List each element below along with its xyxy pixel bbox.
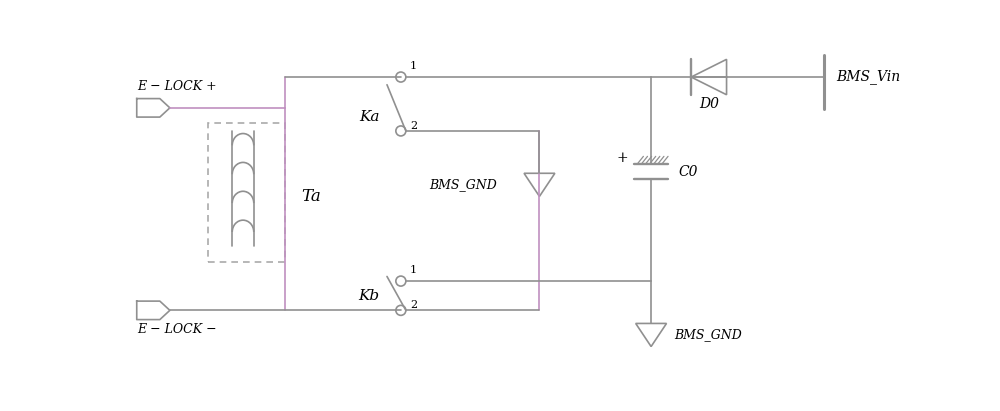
Text: Kb: Kb: [358, 289, 379, 303]
Text: 1: 1: [410, 266, 417, 275]
Text: E − LOCK +: E − LOCK +: [137, 80, 216, 93]
Text: 2: 2: [410, 300, 417, 310]
Text: Ka: Ka: [359, 110, 379, 124]
Text: Ta: Ta: [301, 188, 321, 205]
Text: BMS_Vin: BMS_Vin: [836, 69, 900, 85]
Text: BMS_GND: BMS_GND: [674, 328, 742, 342]
Bar: [208, 123, 285, 262]
Text: 1: 1: [410, 61, 417, 71]
Text: 2: 2: [410, 120, 417, 131]
Text: BMS_GND: BMS_GND: [429, 178, 497, 192]
Text: +: +: [616, 151, 628, 165]
Text: D0: D0: [699, 97, 719, 111]
Text: E − LOCK −: E − LOCK −: [137, 323, 216, 336]
Text: C0: C0: [678, 165, 698, 179]
